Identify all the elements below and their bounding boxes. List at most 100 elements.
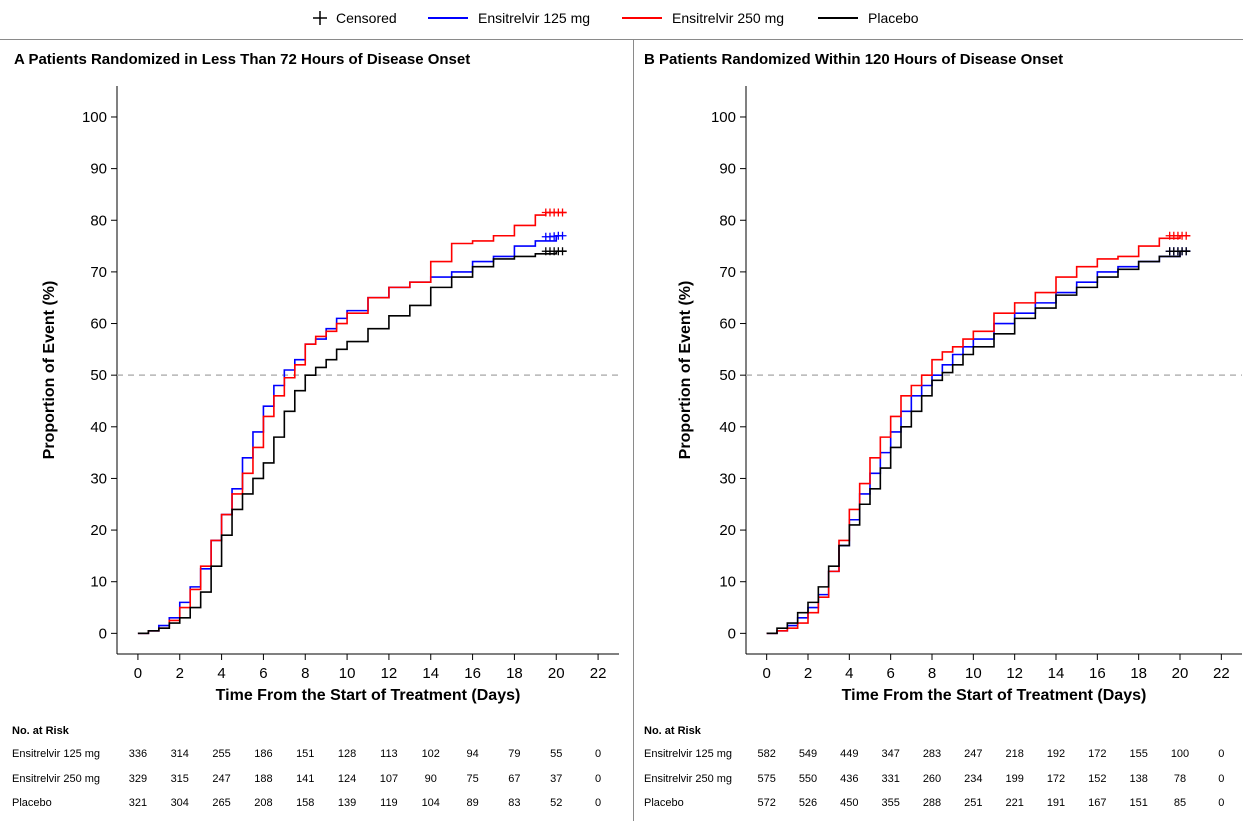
panel-a-risk-ensitrelvir-125-mg-day-18: 79	[508, 748, 520, 760]
panel-a-x-tick-label-20: 20	[548, 665, 565, 682]
panel-b-risk-ensitrelvir-250-mg-day-2: 550	[799, 773, 817, 785]
panel-b-risk-ensitrelvir-125-mg-day-2: 549	[799, 748, 817, 760]
panel-a-risk-ensitrelvir-250-mg-day-0: 329	[129, 773, 147, 785]
panel-a-risk-placebo-day-0: 321	[129, 797, 147, 809]
legend-label-placebo: Placebo	[868, 10, 919, 26]
panel-b-x-tick-label-16: 16	[1089, 665, 1106, 682]
legend-label-ensitrelvir-250-mg: Ensitrelvir 250 mg	[672, 10, 784, 26]
panel-a-y-tick-label-70: 70	[90, 264, 107, 281]
panel-a-y-tick-label-30: 30	[90, 470, 107, 487]
panel-b-risk-placebo-day-2: 526	[799, 797, 817, 809]
panel-a-risk-placebo-day-18: 83	[508, 797, 520, 809]
panel-a-y-tick-label-10: 10	[90, 574, 107, 591]
panel-b-y-axis-label: Proportion of Event (%)	[677, 281, 694, 460]
panel-b-x-axis-label: Time From the Start of Treatment (Days)	[842, 687, 1147, 704]
panel-b-risk-row-label-ensitrelvir-125-mg: Ensitrelvir 125 mg	[644, 748, 732, 760]
panel-a-risk-placebo-day-4: 265	[212, 797, 230, 809]
panel-b-title: B Patients Randomized Within 120 Hours o…	[644, 51, 1063, 68]
panel-divider	[633, 40, 634, 821]
panel-b-risk-placebo-day-4: 450	[840, 797, 858, 809]
panel-b-risk-ensitrelvir-125-mg-day-18: 155	[1129, 748, 1147, 760]
panel-a-y-tick-label-90: 90	[90, 161, 107, 178]
panel-a-y-tick-label-80: 80	[90, 212, 107, 229]
panel-a-risk-ensitrelvir-250-mg-day-18: 67	[508, 773, 520, 785]
panel-b-chart: B Patients Randomized Within 120 Hours o…	[644, 51, 1242, 809]
panel-b-x-tick-label-14: 14	[1048, 665, 1065, 682]
panel-b-risk-ensitrelvir-250-mg-day-4: 436	[840, 773, 858, 785]
panel-b-risk-ensitrelvir-250-mg-day-8: 260	[923, 773, 941, 785]
panel-a-risk-ensitrelvir-125-mg-day-6: 186	[254, 748, 272, 760]
panel-b-risk-ensitrelvir-125-mg-day-4: 449	[840, 748, 858, 760]
panel-b-risk-ensitrelvir-125-mg-day-16: 172	[1088, 748, 1106, 760]
panel-a-y-tick-label-100: 100	[82, 109, 107, 126]
panel-a-risk-header: No. at Risk	[12, 725, 70, 737]
panel-a-risk-placebo-day-2: 304	[171, 797, 189, 809]
panel-b-x-tick-label-0: 0	[762, 665, 770, 682]
panel-a-x-tick-label-4: 4	[217, 665, 225, 682]
panel-b-risk-ensitrelvir-125-mg-day-10: 247	[964, 748, 982, 760]
panel-a-series-ensitrelvir-125-mg	[137, 234, 563, 635]
panel-b-risk-placebo-day-20: 85	[1174, 797, 1186, 809]
panel-a-risk-ensitrelvir-250-mg-day-12: 107	[380, 773, 398, 785]
panel-a-x-axis-label: Time From the Start of Treatment (Days)	[216, 687, 521, 704]
panel-b-x-tick-label-6: 6	[886, 665, 894, 682]
panel-a-x-tick-label-0: 0	[134, 665, 142, 682]
panel-b-risk-placebo-day-6: 355	[881, 797, 899, 809]
panel-a-risk-placebo-day-8: 158	[296, 797, 314, 809]
panel-b-y-tick-label-80: 80	[719, 212, 736, 229]
panel-a-risk-ensitrelvir-125-mg-day-2: 314	[171, 748, 189, 760]
panel-b-risk-ensitrelvir-250-mg-day-6: 331	[881, 773, 899, 785]
panel-b-risk-ensitrelvir-250-mg-day-14: 172	[1047, 773, 1065, 785]
panel-b-series-placebo	[766, 250, 1191, 635]
panel-b-risk-ensitrelvir-250-mg-day-10: 234	[964, 773, 982, 785]
panel-a-risk-row-label-ensitrelvir-250-mg: Ensitrelvir 250 mg	[12, 773, 100, 785]
panel-b-risk-placebo-day-18: 151	[1129, 797, 1147, 809]
panel-a-x-tick-label-8: 8	[301, 665, 309, 682]
panel-a-x-tick-label-22: 22	[590, 665, 607, 682]
legend: Censored Ensitrelvir 125 mg Ensitrelvir 25…	[313, 10, 919, 26]
legend-label-ensitrelvir-125-mg: Ensitrelvir 125 mg	[478, 10, 590, 26]
panel-b-x-tick-label-18: 18	[1130, 665, 1147, 682]
panel-b-y-tick-label-90: 90	[719, 161, 736, 178]
panel-a-risk-placebo-day-14: 104	[422, 797, 440, 809]
panel-b-risk-placebo-day-8: 288	[923, 797, 941, 809]
top-rule	[0, 39, 1243, 40]
panel-b-y-tick-label-10: 10	[719, 574, 736, 591]
panel-a-risk-ensitrelvir-125-mg-day-4: 255	[212, 748, 230, 760]
panel-b-risk-ensitrelvir-125-mg-day-8: 283	[923, 748, 941, 760]
panel-a-risk-ensitrelvir-250-mg-day-16: 75	[466, 773, 478, 785]
panel-a-risk-placebo-day-6: 208	[254, 797, 272, 809]
panel-a-risk-ensitrelvir-125-mg-day-10: 128	[338, 748, 356, 760]
legend-censored-label: Censored	[336, 10, 397, 26]
panel-b-y-tick-label-70: 70	[719, 264, 736, 281]
panel-b-risk-ensitrelvir-250-mg-day-12: 199	[1005, 773, 1023, 785]
panel-a-chart: A Patients Randomized in Less Than 72 Ho…	[12, 51, 619, 809]
panel-a-y-tick-label-20: 20	[90, 522, 107, 539]
panel-b-risk-ensitrelvir-250-mg-day-16: 152	[1088, 773, 1106, 785]
panel-b-risk-placebo-day-22: 0	[1218, 797, 1224, 809]
panel-b-series-ensitrelvir-125-mg	[766, 250, 1191, 635]
panel-a-risk-ensitrelvir-250-mg-day-14: 90	[425, 773, 437, 785]
panel-b-risk-row-label-ensitrelvir-250-mg: Ensitrelvir 250 mg	[644, 773, 732, 785]
panel-a-risk-ensitrelvir-250-mg-day-6: 188	[254, 773, 272, 785]
panel-b-risk-placebo-day-12: 221	[1005, 797, 1023, 809]
panel-b-y-tick-label-40: 40	[719, 419, 736, 436]
panel-a-x-tick-label-16: 16	[464, 665, 481, 682]
panel-a-y-axis-label: Proportion of Event (%)	[41, 281, 58, 460]
panel-a-risk-ensitrelvir-125-mg-day-22: 0	[595, 748, 601, 760]
panel-a-series-ensitrelvir-250-mg	[137, 211, 567, 635]
panel-a-risk-ensitrelvir-250-mg-day-4: 247	[212, 773, 230, 785]
panel-b-risk-ensitrelvir-250-mg-day-20: 78	[1174, 773, 1186, 785]
panel-a-risk-ensitrelvir-250-mg-day-20: 37	[550, 773, 562, 785]
panel-b-risk-ensitrelvir-250-mg-day-22: 0	[1218, 773, 1224, 785]
panel-b-x-tick-label-8: 8	[928, 665, 936, 682]
panel-a-x-tick-label-10: 10	[339, 665, 356, 682]
panel-a-risk-ensitrelvir-250-mg-day-8: 141	[296, 773, 314, 785]
panel-a-x-tick-label-2: 2	[176, 665, 184, 682]
panel-b-y-tick-label-20: 20	[719, 522, 736, 539]
panel-b-series-ensitrelvir-250-mg	[766, 234, 1191, 635]
panel-b-x-tick-label-12: 12	[1006, 665, 1023, 682]
panel-b-risk-ensitrelvir-125-mg-day-0: 582	[757, 748, 775, 760]
panel-b-risk-ensitrelvir-125-mg-day-12: 218	[1005, 748, 1023, 760]
